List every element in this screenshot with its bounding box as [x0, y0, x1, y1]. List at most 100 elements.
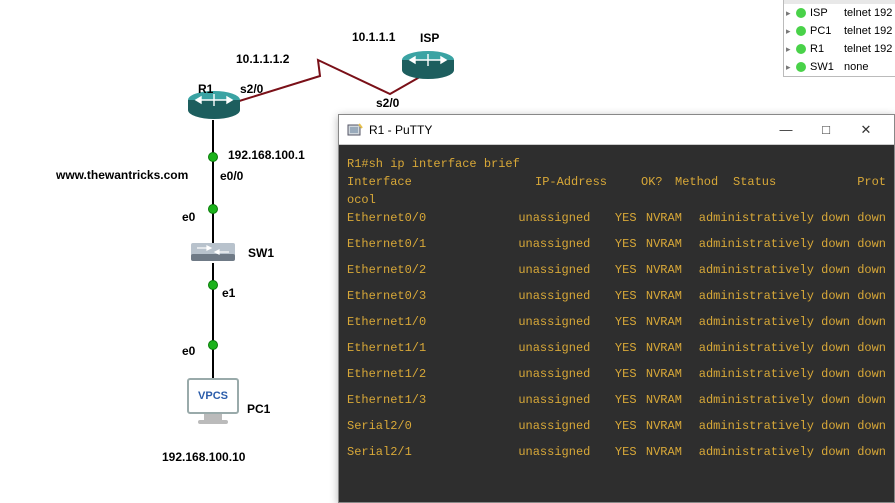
- device-list-item[interactable]: ▸ SW1none: [784, 58, 895, 76]
- cell-method: NVRAM: [646, 209, 699, 227]
- expand-icon[interactable]: ▸: [786, 26, 796, 37]
- label-sw1-upport: e0: [182, 210, 195, 224]
- cell-status: administratively down down: [699, 235, 886, 253]
- hdr-proto: Prot: [857, 173, 886, 191]
- status-led-icon: [796, 62, 806, 72]
- terminal-row: Ethernet1/1unassignedYESNVRAMadministrat…: [347, 339, 886, 357]
- minimize-button[interactable]: —: [766, 116, 806, 144]
- hdr-status: Status: [733, 173, 776, 191]
- terminal-body[interactable]: R1#sh ip interface brief Interface IP-Ad…: [339, 145, 894, 479]
- terminal-row: Ethernet1/2unassignedYESNVRAMadministrat…: [347, 365, 886, 383]
- link-dot: [208, 280, 218, 290]
- close-button[interactable]: ✕: [846, 116, 886, 144]
- device-action: telnet 192: [844, 43, 893, 55]
- terminal-command: R1#sh ip interface brief: [347, 155, 520, 173]
- device-action: telnet 192: [844, 7, 893, 19]
- node-sw1[interactable]: [189, 240, 237, 264]
- device-name: SW1: [810, 61, 844, 73]
- link-dot: [208, 340, 218, 350]
- cell-interface: Ethernet0/2: [347, 261, 518, 279]
- terminal-row: Serial2/1unassignedYESNVRAMadministrativ…: [347, 443, 886, 461]
- link-dot: [208, 204, 218, 214]
- label-url: www.thewantricks.com: [56, 168, 188, 182]
- cell-ip: unassigned: [518, 313, 615, 331]
- cell-ok: YES: [615, 209, 646, 227]
- node-r1[interactable]: [186, 90, 242, 120]
- cell-ip: unassigned: [518, 365, 615, 383]
- hdr-interface: Interface: [347, 173, 535, 191]
- label-r1-port: s2/0: [240, 82, 263, 96]
- label-r1-lanport: e0/0: [220, 169, 243, 183]
- cell-ip: unassigned: [518, 209, 615, 227]
- cell-status: administratively down down: [699, 339, 886, 357]
- device-name: ISP: [810, 7, 844, 19]
- cell-status: administratively down down: [699, 261, 886, 279]
- device-action: telnet 192: [844, 25, 893, 37]
- cell-interface: Serial2/0: [347, 417, 518, 435]
- cell-method: NVRAM: [646, 235, 699, 253]
- cell-method: NVRAM: [646, 339, 699, 357]
- node-isp[interactable]: [400, 50, 456, 80]
- label-sw1: SW1: [248, 246, 274, 260]
- cell-interface: Ethernet1/1: [347, 339, 518, 357]
- terminal-row: Ethernet0/2unassignedYESNVRAMadministrat…: [347, 261, 886, 279]
- label-pc1-port: e0: [182, 344, 195, 358]
- cell-ip: unassigned: [518, 261, 615, 279]
- cell-status: administratively down down: [699, 365, 886, 383]
- device-list-item[interactable]: ▸ ISPtelnet 192: [784, 4, 895, 22]
- cell-method: NVRAM: [646, 365, 699, 383]
- label-sw1-downport: e1: [222, 286, 235, 300]
- cell-ip: unassigned: [518, 287, 615, 305]
- link-dot: [208, 152, 218, 162]
- terminal-row: Ethernet0/1unassignedYESNVRAMadministrat…: [347, 235, 886, 253]
- cell-interface: Ethernet0/3: [347, 287, 518, 305]
- terminal-row: Ethernet0/0unassignedYESNVRAMadministrat…: [347, 209, 886, 227]
- label-r1-lanip: 192.168.100.1: [228, 148, 305, 162]
- hdr-ip: IP-Address: [535, 173, 641, 191]
- cell-ok: YES: [615, 261, 646, 279]
- cell-method: NVRAM: [646, 417, 699, 435]
- hdr-proto2: ocol: [347, 191, 376, 209]
- label-isp-port: s2/0: [376, 96, 399, 110]
- cell-ok: YES: [615, 339, 646, 357]
- label-pc1: PC1: [247, 402, 270, 416]
- device-action: none: [844, 61, 893, 73]
- cell-ip: unassigned: [518, 391, 615, 409]
- hdr-ok: OK?: [641, 173, 675, 191]
- device-name: R1: [810, 43, 844, 55]
- cell-status: administratively down down: [699, 443, 886, 461]
- device-list-item[interactable]: ▸PC1telnet 192: [784, 22, 895, 40]
- cell-status: administratively down down: [699, 417, 886, 435]
- expand-icon[interactable]: ▸: [786, 62, 796, 73]
- status-led-icon: [796, 26, 806, 36]
- label-r1: R1: [198, 82, 213, 96]
- putty-icon: [347, 122, 363, 138]
- cell-status: administratively down down: [699, 287, 886, 305]
- label-isp-ip: 10.1.1.1: [352, 30, 395, 44]
- cell-method: NVRAM: [646, 443, 699, 461]
- cell-method: NVRAM: [646, 313, 699, 331]
- cell-ok: YES: [615, 365, 646, 383]
- label-isp: ISP: [420, 31, 439, 45]
- cell-ip: unassigned: [518, 235, 615, 253]
- cell-status: administratively down down: [699, 391, 886, 409]
- status-led-icon: [796, 8, 806, 18]
- maximize-button[interactable]: □: [806, 116, 846, 144]
- cell-ok: YES: [615, 287, 646, 305]
- device-list-item[interactable]: ▸ R1telnet 192: [784, 40, 895, 58]
- putty-window[interactable]: R1 - PuTTY — □ ✕ R1#sh ip interface brie…: [338, 114, 895, 503]
- device-list-panel: ▸ISPtelnet 192▸PC1telnet 192▸R1telnet 19…: [783, 0, 895, 77]
- cell-status: administratively down down: [699, 209, 886, 227]
- cell-ip: unassigned: [518, 417, 615, 435]
- expand-icon[interactable]: ▸: [786, 8, 796, 19]
- status-led-icon: [796, 44, 806, 54]
- cell-interface: Serial2/1: [347, 443, 518, 461]
- cell-status: administratively down down: [699, 313, 886, 331]
- node-pc1[interactable]: VPCS: [187, 378, 239, 428]
- cell-method: NVRAM: [646, 287, 699, 305]
- expand-icon[interactable]: ▸: [786, 44, 796, 55]
- cell-ok: YES: [615, 313, 646, 331]
- putty-titlebar[interactable]: R1 - PuTTY — □ ✕: [339, 115, 894, 145]
- cell-method: NVRAM: [646, 261, 699, 279]
- terminal-row: Ethernet1/0unassignedYESNVRAMadministrat…: [347, 313, 886, 331]
